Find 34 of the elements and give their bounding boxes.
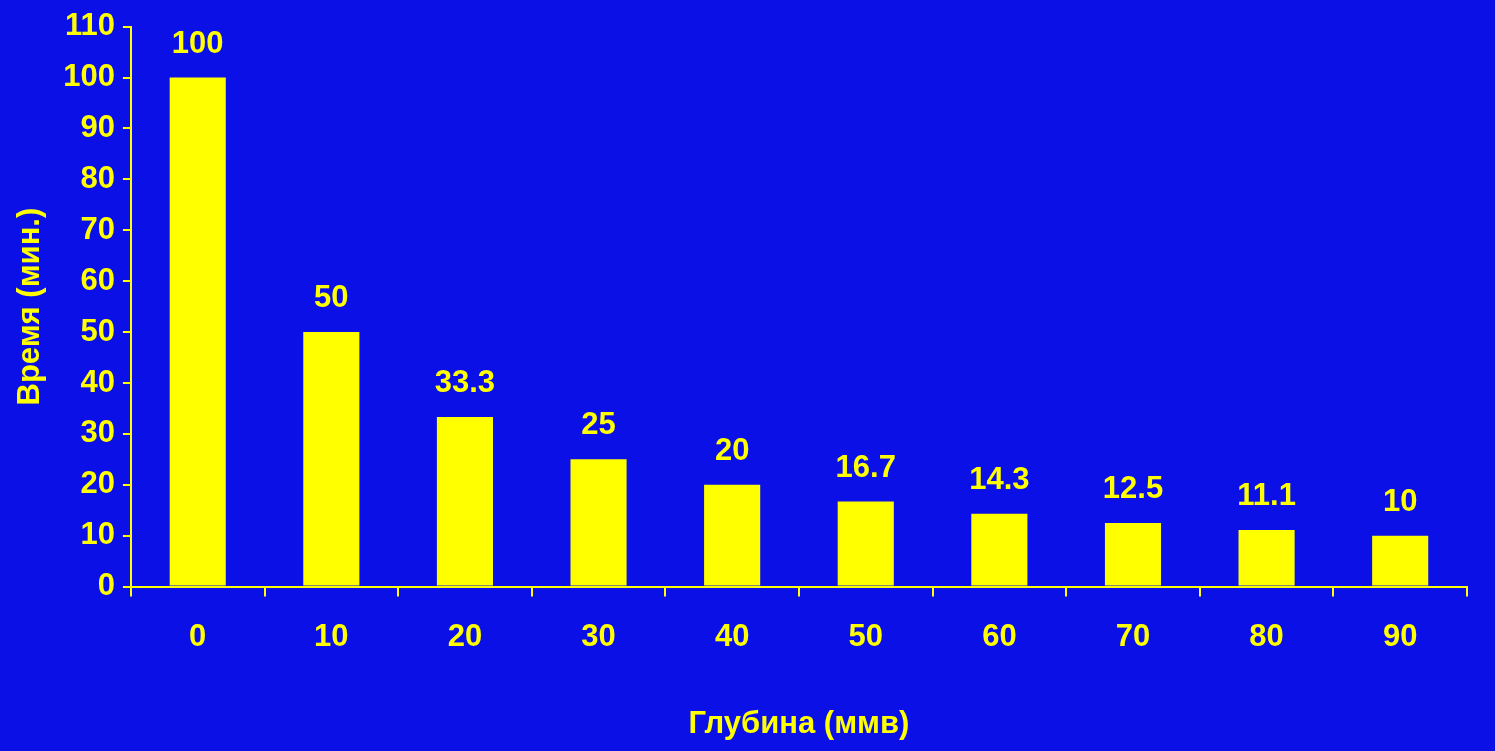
- data-label: 50: [314, 279, 349, 315]
- x-tick-label: 70: [1115, 617, 1151, 653]
- data-label: 14.3: [969, 460, 1030, 496]
- data-label: 100: [171, 24, 224, 60]
- y-tick-label: 50: [80, 312, 115, 348]
- data-label: 33.3: [434, 364, 496, 400]
- y-tick-label: 90: [80, 108, 115, 144]
- x-tick-label: 20: [447, 617, 483, 653]
- x-tick-label: 0: [189, 617, 207, 653]
- x-tick-label: 30: [581, 617, 616, 653]
- x-tick-label: 40: [714, 617, 750, 653]
- x-tick-label: 90: [1382, 617, 1418, 653]
- y-tick-label: 40: [80, 363, 115, 399]
- data-label: 11.1: [1237, 477, 1296, 513]
- x-tick-label: 60: [982, 617, 1017, 653]
- y-tick-label: 80: [80, 159, 115, 195]
- y-tick-label: 30: [80, 414, 115, 450]
- x-tick-label: 50: [848, 617, 884, 653]
- x-tick-label: 80: [1249, 617, 1284, 653]
- x-tick-label: 10: [314, 617, 349, 653]
- y-axis-title: Время (мин.): [11, 207, 47, 406]
- y-tick-label: 10: [80, 516, 115, 552]
- data-label: 25: [581, 406, 616, 442]
- y-tick-label: 60: [80, 261, 115, 297]
- y-tick-label: 70: [80, 210, 115, 246]
- data-label: 20: [714, 431, 750, 467]
- y-tick-label: 100: [63, 58, 115, 94]
- y-tick-label: 0: [97, 567, 115, 603]
- data-label: 16.7: [835, 448, 896, 484]
- y-tick-label: 20: [80, 465, 115, 501]
- data-label: 10: [1382, 482, 1418, 518]
- x-axis-title: Глубина (ммв): [688, 704, 910, 740]
- data-label: 12.5: [1102, 470, 1164, 506]
- y-tick-label: 110: [64, 7, 115, 43]
